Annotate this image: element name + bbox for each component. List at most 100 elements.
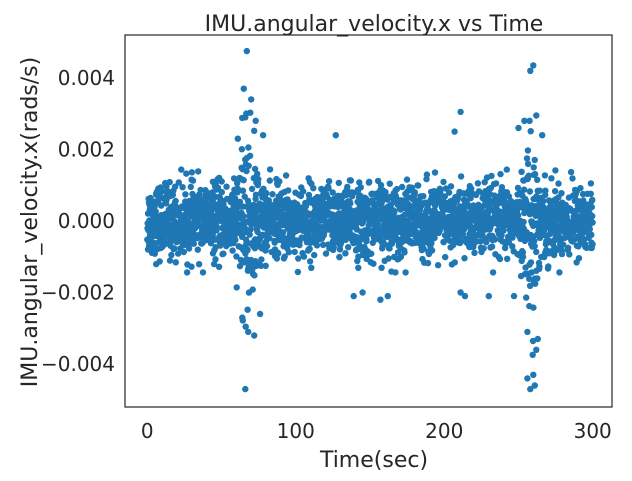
data-point	[182, 191, 189, 198]
data-point	[589, 241, 596, 248]
data-point	[343, 191, 350, 198]
data-point	[357, 184, 364, 191]
data-point	[245, 162, 252, 169]
data-point	[531, 156, 538, 164]
data-point	[263, 190, 270, 197]
data-point	[514, 184, 522, 192]
data-point	[386, 245, 393, 252]
data-point	[531, 242, 538, 250]
data-point	[198, 206, 205, 213]
data-point	[534, 275, 541, 282]
data-point	[332, 132, 339, 139]
data-point	[391, 208, 398, 215]
data-point	[306, 258, 314, 265]
data-point	[285, 249, 293, 256]
data-point	[533, 248, 540, 256]
data-point	[187, 183, 194, 191]
data-point	[552, 167, 559, 174]
data-point	[234, 185, 241, 192]
data-point	[510, 292, 518, 300]
data-point	[175, 250, 182, 257]
data-point	[457, 289, 464, 296]
data-point	[575, 255, 583, 262]
data-point	[558, 250, 566, 258]
data-point	[534, 335, 541, 343]
data-point	[249, 286, 256, 293]
data-point	[223, 183, 230, 190]
data-point	[330, 244, 337, 251]
data-point	[518, 168, 525, 175]
data-point	[589, 219, 596, 226]
data-point	[151, 250, 158, 257]
data-point	[252, 191, 260, 198]
data-point	[527, 128, 534, 135]
data-point	[190, 240, 197, 247]
data-point	[556, 269, 563, 276]
data-point	[240, 177, 247, 184]
data-point	[497, 170, 504, 178]
data-point	[234, 135, 241, 142]
data-point	[336, 253, 343, 261]
data-point	[491, 236, 498, 243]
data-point	[589, 212, 596, 220]
data-point	[524, 147, 532, 154]
data-point	[345, 244, 352, 251]
data-point	[251, 165, 259, 173]
data-point	[468, 185, 475, 192]
data-point	[519, 249, 527, 256]
data-point	[256, 310, 264, 318]
data-point	[539, 132, 546, 139]
data-point	[150, 239, 157, 246]
data-point	[259, 132, 267, 139]
data-point	[172, 197, 179, 205]
data-point	[566, 251, 573, 258]
data-point	[248, 185, 256, 193]
data-point	[300, 188, 307, 195]
data-point	[350, 292, 357, 300]
data-point	[542, 187, 549, 194]
data-point	[392, 269, 399, 276]
data-point	[266, 234, 273, 242]
data-point	[262, 262, 269, 269]
y-tick-label: 0.002	[58, 137, 115, 161]
data-point	[325, 185, 332, 192]
data-point	[213, 227, 220, 234]
data-point	[158, 188, 166, 195]
data-point	[240, 85, 247, 92]
data-point	[500, 227, 507, 234]
data-point	[496, 255, 504, 263]
data-point	[526, 117, 533, 125]
data-point	[431, 234, 438, 241]
data-point	[246, 231, 253, 238]
x-tick-label: 100	[277, 419, 315, 443]
data-point	[245, 144, 252, 151]
data-point	[363, 235, 370, 243]
data-point	[242, 114, 249, 121]
data-point	[366, 178, 373, 185]
data-point	[492, 180, 500, 187]
data-points	[144, 47, 596, 393]
data-point	[322, 250, 330, 257]
data-point	[377, 181, 385, 189]
data-point	[589, 196, 596, 204]
data-point	[523, 294, 530, 301]
data-point	[168, 251, 175, 259]
data-point	[545, 263, 552, 270]
data-point	[236, 262, 244, 270]
data-point	[294, 268, 302, 276]
data-point	[386, 180, 393, 187]
data-point	[536, 263, 543, 270]
data-point	[440, 178, 447, 186]
data-point	[411, 189, 418, 196]
data-point	[524, 375, 531, 382]
data-point	[420, 245, 427, 252]
data-point	[282, 172, 290, 179]
data-point	[152, 208, 159, 215]
data-point	[441, 193, 448, 200]
data-point	[189, 177, 197, 184]
data-point	[156, 258, 163, 265]
data-point	[359, 251, 366, 259]
data-point	[342, 250, 349, 257]
data-point	[300, 253, 308, 260]
